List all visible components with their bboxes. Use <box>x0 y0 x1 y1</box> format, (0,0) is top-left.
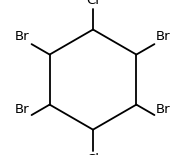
Text: Cl: Cl <box>86 0 100 7</box>
Text: Br: Br <box>15 30 30 43</box>
Text: Cl: Cl <box>86 153 100 155</box>
Text: Br: Br <box>156 30 171 43</box>
Text: Br: Br <box>156 103 171 116</box>
Text: Br: Br <box>15 103 30 116</box>
